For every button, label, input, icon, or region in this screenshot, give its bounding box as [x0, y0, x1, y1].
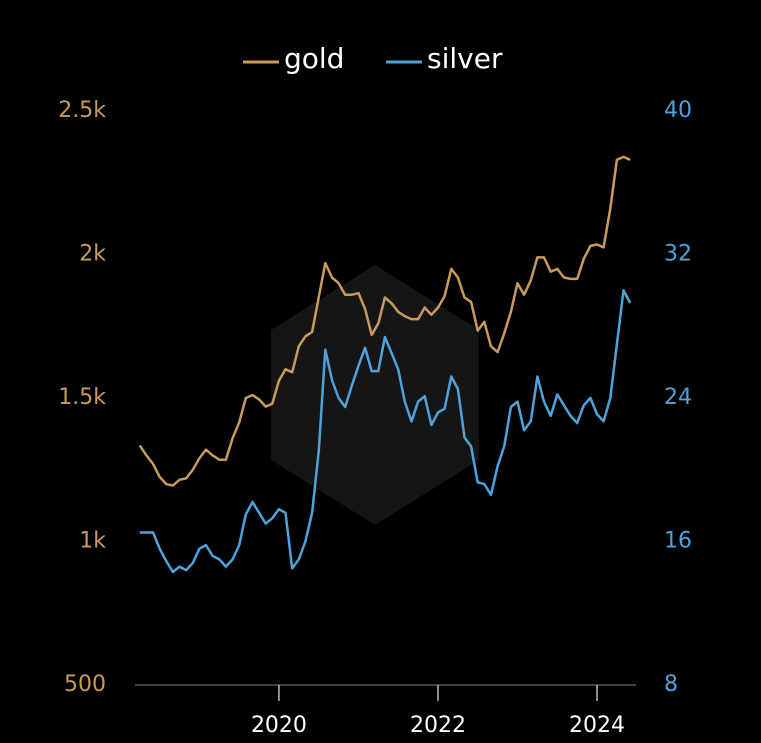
x-tick-label: 2024 [569, 713, 625, 738]
series-line [138, 155, 631, 487]
y-tick-label: 2.5k [58, 98, 106, 123]
legend-label: silver [427, 42, 503, 75]
y-tick-label: 1.5k [58, 385, 106, 410]
y2-tick-label: 24 [664, 385, 692, 410]
x-tick-label: 2022 [410, 713, 466, 738]
y-tick-label: 500 [64, 672, 106, 697]
x-tick-label: 2020 [251, 713, 307, 738]
y2-tick-label: 40 [664, 98, 692, 123]
series-line [139, 289, 632, 574]
y2-tick-label: 16 [664, 529, 692, 554]
y-tick-label: 2k [79, 242, 106, 267]
y-tick-label: 1k [79, 529, 106, 554]
legend-label: gold [284, 42, 344, 75]
y2-tick-label: 32 [664, 242, 692, 267]
watermark [271, 265, 479, 525]
y2-tick-label: 8 [664, 672, 678, 697]
